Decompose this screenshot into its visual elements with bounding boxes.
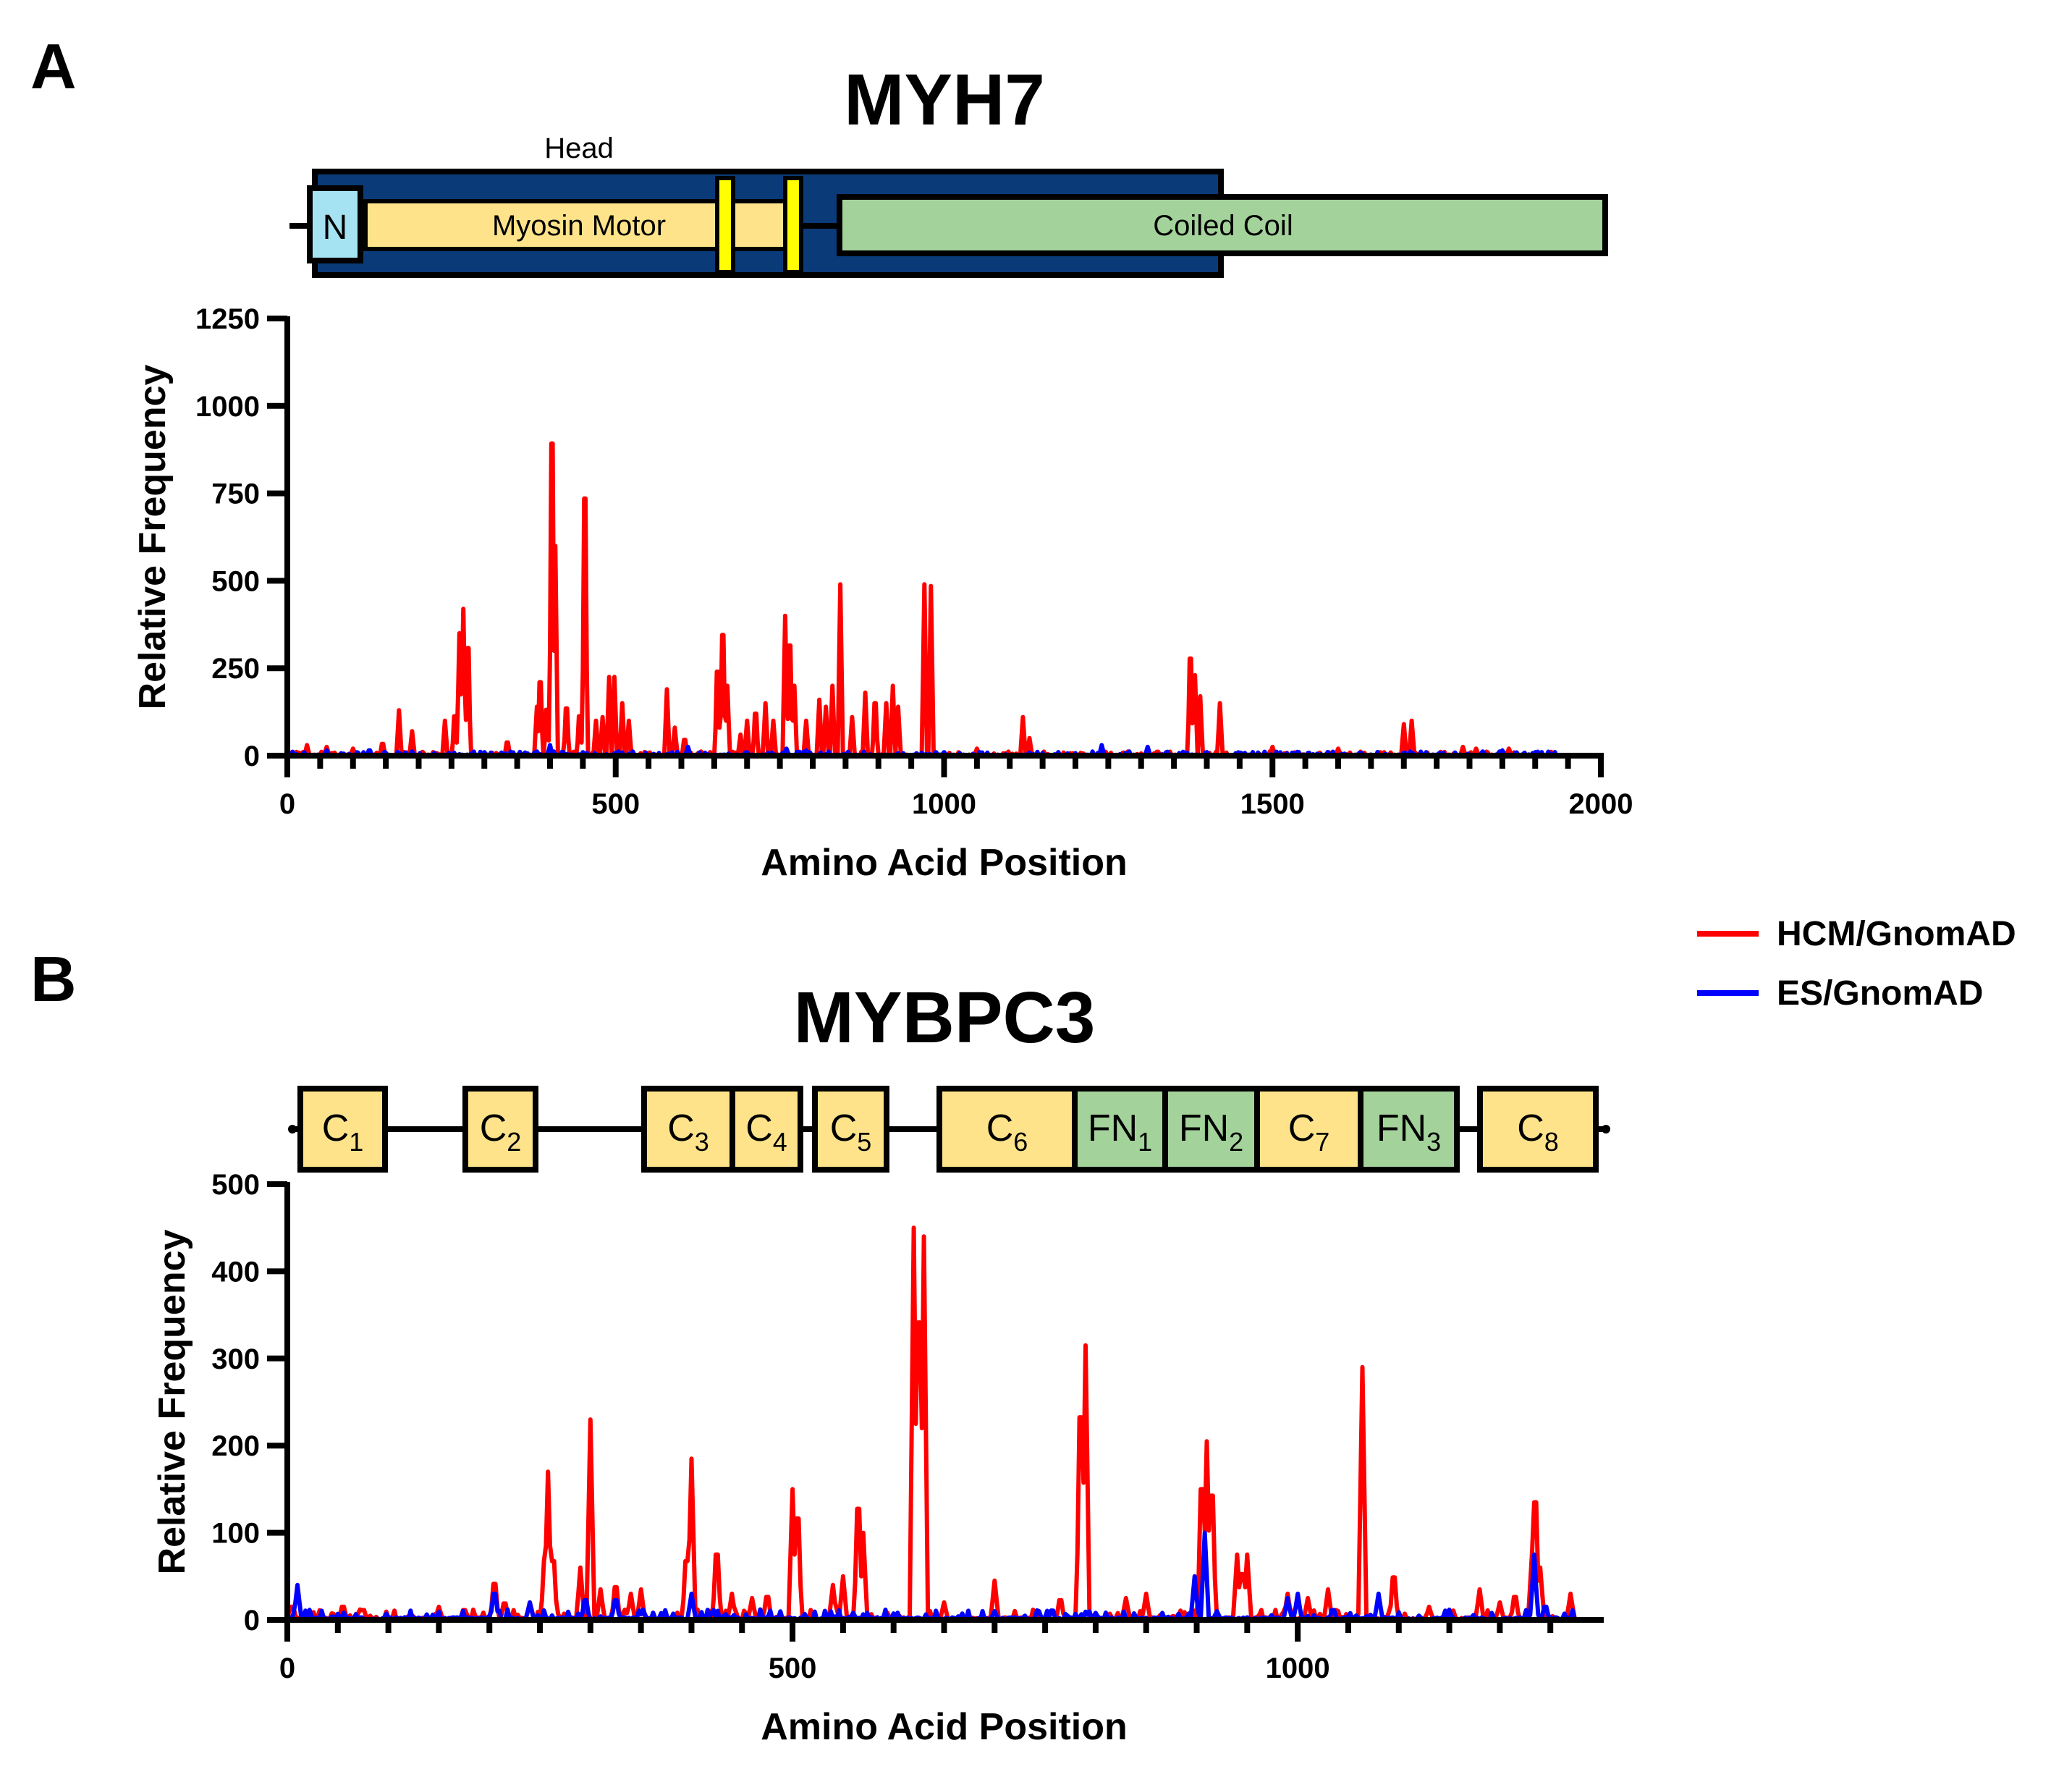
panel-b-letter: B [30,943,77,1015]
domain-c2 [462,1086,538,1173]
legend: HCM/GnomAD ES/GnomAD [1697,915,2016,1013]
y-tick-label: 100 [211,1518,260,1550]
legend-es-label: ES/GnomAD [1777,974,1983,1013]
myh7-coiled-coil [837,194,1608,256]
x-axis-title: Amino Acid Position [761,842,1128,884]
x-tick-label: 500 [591,788,640,820]
series-line-hcm-gnomad [285,1225,1577,1622]
x-tick-label: 2000 [1569,788,1633,820]
domain-label-c2: C2 [480,1107,522,1157]
x-tick-label: 1000 [912,788,976,820]
y-tick-label: 400 [211,1256,260,1288]
domain-fn3 [1358,1086,1460,1173]
x-tick-label: 1500 [1240,788,1305,820]
myh7-n-label: N [323,208,348,247]
panel-a-letter: A [30,30,77,102]
y-tick-label: 500 [211,1169,260,1201]
myh7-motor-label: Myosin Motor [492,210,666,242]
y-tick-label: 250 [211,653,260,685]
domain-label-fn3: FN3 [1377,1107,1441,1157]
domain-c7 [1254,1086,1363,1173]
domain-c4 [730,1086,803,1173]
mybpc3-domain-boxes: C1 C2 C3 C4 C5 C6 FN1 FN2 C7 FN3 C8 [297,1086,1599,1173]
myh7-chart: 0 250 500 750 1000 1250 0 500 1000 1500 2000 Amino … [132,303,1633,884]
domain-c3 [641,1086,735,1173]
myh7-domain-diagram: Head N Myosin Motor Coiled Coil [289,132,1608,278]
myh7-marker-1 [715,176,735,274]
x-tick-label: 0 [279,788,295,820]
mybpc3-chart: 0 100 200 300 400 500 0 500 1000 Amino Acid Posit… [151,1169,1604,1748]
mybpc3-backbone-end [1602,1125,1610,1133]
domain-fn2 [1162,1086,1260,1173]
x-axis-title: Amino Acid Position [761,1706,1128,1748]
mybpc3-domain-diagram: C1 C2 C3 C4 C5 C6 FN1 FN2 C7 FN3 C8 [288,1086,1610,1173]
domain-c5 [812,1086,889,1173]
y-tick-label: 0 [244,1605,260,1637]
y-axis-title: Relative Frequency [132,364,174,709]
y-tick-label: 0 [244,740,260,772]
y-axis-title: Relative Frequency [151,1229,193,1574]
myh7-marker-2 [783,176,803,274]
series-line-es-gnomad [286,1530,1577,1622]
myh7-coil-label: Coiled Coil [1153,210,1293,242]
legend-hcm-label: HCM/GnomAD [1777,915,2016,953]
series-line-hcm-gnomad [286,441,1559,758]
x-tick-label: 1000 [1266,1652,1330,1684]
panel-b-title: MYBPC3 [794,977,1096,1058]
y-tick-label: 300 [211,1343,260,1375]
y-tick-label: 1000 [195,391,260,423]
domain-c1 [297,1086,388,1173]
myh7-head-label: Head [544,132,614,164]
y-tick-label: 750 [211,478,260,510]
y-tick-label: 1250 [195,303,260,335]
y-tick-label: 500 [211,565,260,597]
x-tick-label: 500 [769,1652,817,1684]
myh7-n-terminal [307,185,363,263]
x-tick-label: 0 [279,1652,295,1684]
panel-a-title: MYH7 [844,59,1045,140]
domain-c8 [1477,1086,1599,1173]
y-tick-label: 200 [211,1430,260,1462]
mybpc3-backbone-start [288,1125,297,1133]
